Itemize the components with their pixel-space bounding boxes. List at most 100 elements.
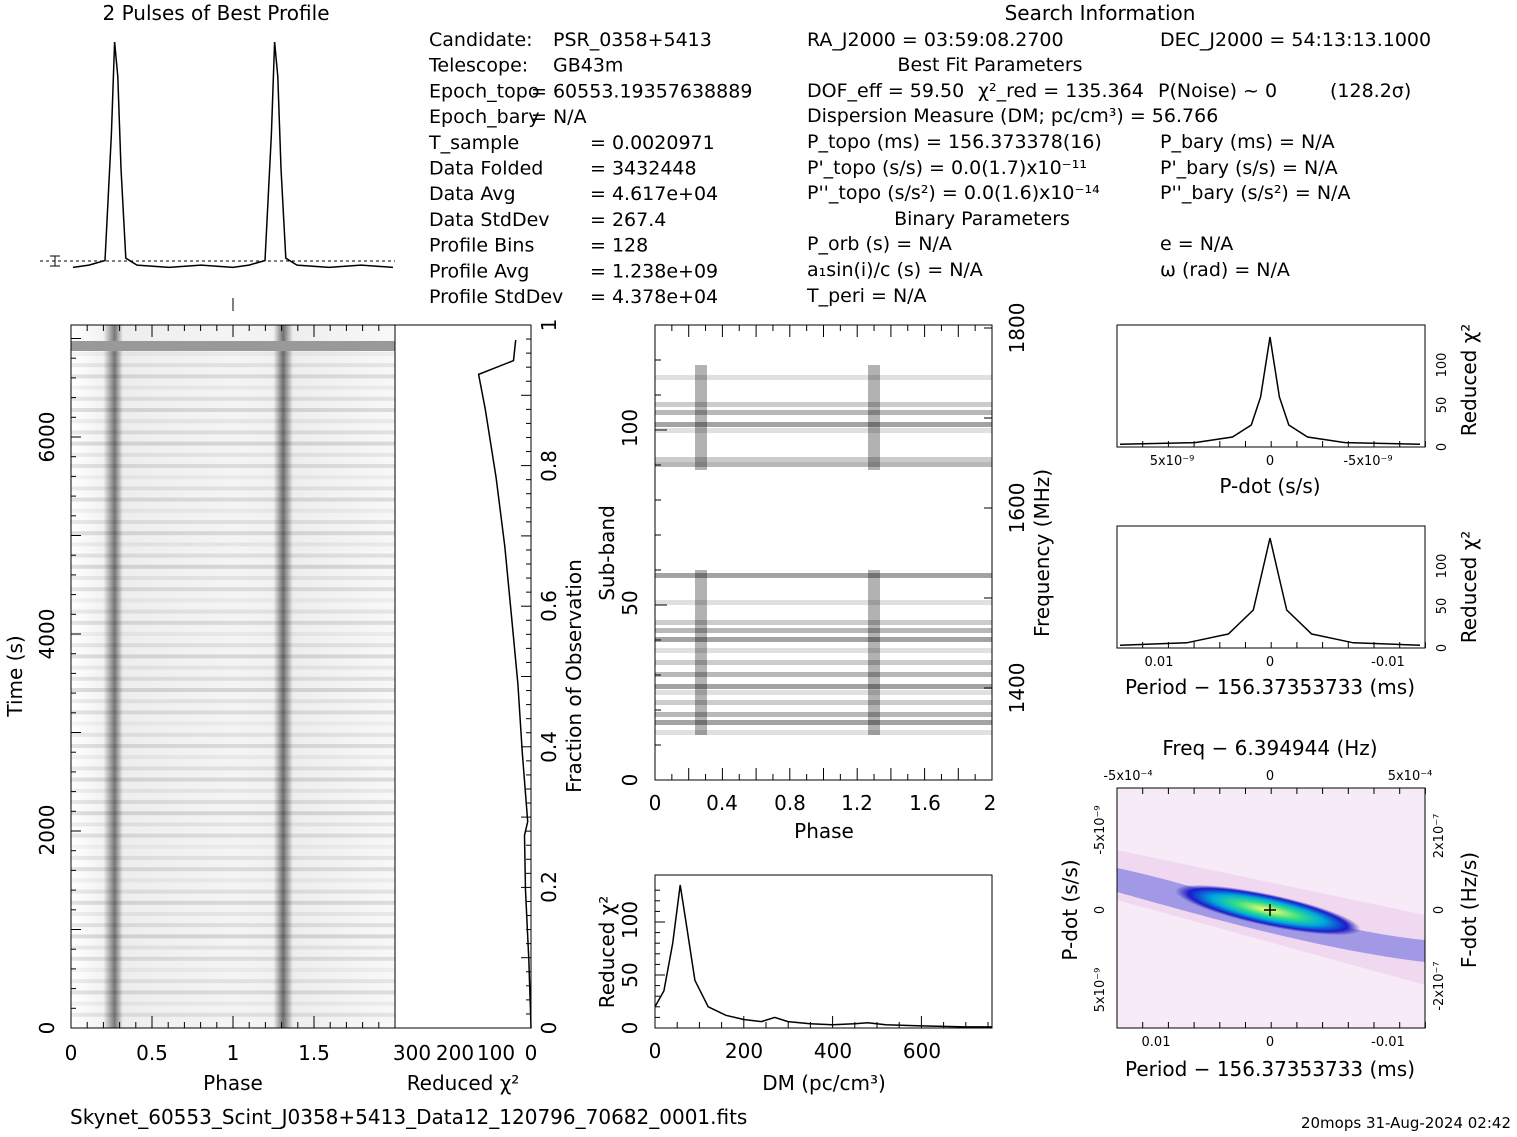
subband-row — [655, 628, 992, 633]
subband-bg — [655, 325, 992, 780]
subband-pulse — [868, 365, 880, 470]
pd-ylabel: Reduced χ² — [1457, 324, 1481, 437]
sb-y2label: Frequency (MHz) — [1030, 469, 1054, 637]
tp-row — [71, 632, 395, 636]
tp-row — [71, 408, 395, 412]
tp-row — [71, 956, 395, 961]
dm-panel: 0 200 400 600 DM (pc/cm³) 0 50 100 Reduc… — [595, 874, 993, 1095]
info-mid: RA_J2000 = 03:59:08.2700 DEC_J2000 = 54:… — [806, 29, 1431, 307]
tp-row — [71, 945, 395, 950]
tp-row — [71, 979, 395, 984]
rc-xlabel: Reduced χ² — [407, 1071, 520, 1095]
info-key-3: Epoch_bary — [429, 106, 539, 128]
info-key-1: Telescope: — [428, 55, 528, 77]
filename: Skynet_60553_Scint_J0358+5413_Data12_120… — [70, 1105, 747, 1129]
chi2-text: χ²_red = 135.364 — [978, 80, 1144, 102]
dm-text: Dispersion Measure (DM; pc/cm³) = 56.766 — [807, 105, 1218, 127]
tp-row — [71, 856, 395, 860]
tp-row — [71, 441, 395, 446]
pr-ytick-1: 50 — [1435, 598, 1450, 615]
tp-row — [71, 609, 395, 614]
rc-xtick-2: 100 — [477, 1041, 515, 1065]
pdot-curve — [1119, 336, 1421, 445]
tp-row — [71, 732, 395, 737]
tp-row — [71, 878, 395, 883]
subband-pulse — [695, 570, 707, 735]
redchi-time-frame — [394, 324, 532, 1029]
tp-row — [71, 542, 395, 547]
pdtopo-text: P'_topo (s/s) = 0.0(1.7)x10⁻¹¹ — [807, 157, 1087, 179]
subband-row — [655, 410, 992, 415]
pbary-text: P_bary (ms) = N/A — [1160, 131, 1335, 153]
e-text: e = N/A — [1160, 233, 1233, 255]
pd-xtick-2: -5x10⁻⁹ — [1343, 454, 1392, 469]
tp-row — [71, 900, 395, 905]
tperi-text: T_peri = N/A — [806, 285, 927, 307]
subband-row — [655, 428, 992, 433]
sb-ytick-0: 0 — [618, 774, 642, 787]
dm-frame — [654, 874, 993, 1029]
tp-ytick-3: 6000 — [35, 412, 59, 463]
tp-row — [71, 508, 395, 513]
tp-row — [71, 665, 395, 670]
redchi-time-curve — [477, 339, 532, 1029]
subband-row — [655, 690, 992, 695]
tp-row — [71, 822, 395, 827]
tp-ylabel: Time (s) — [3, 635, 27, 717]
ppdot-ticks — [1116, 788, 1426, 1028]
info-key-4: T_sample — [428, 132, 519, 154]
sb-y2tick-0: 1400 — [1005, 663, 1029, 714]
rc-xtick-1: 200 — [436, 1041, 474, 1065]
sb-xtick-0: 0 — [649, 791, 662, 815]
pp-x2tick-0: -5x10⁻⁴ — [1103, 769, 1152, 784]
ra-text: RA_J2000 = 03:59:08.2700 — [807, 29, 1064, 51]
tp-row — [71, 553, 395, 558]
info-key-0: Candidate: — [429, 29, 533, 51]
info-val-9: = 1.238e+09 — [590, 260, 718, 282]
profile-errbar — [50, 255, 60, 267]
subband-row — [655, 637, 992, 642]
pr-xtick-0: 0.01 — [1145, 655, 1174, 670]
dof-text: DOF_eff = 59.50 — [807, 80, 964, 102]
porb-text: P_orb (s) = N/A — [807, 233, 952, 255]
pr-xtick-1: 0 — [1266, 655, 1274, 670]
tp-row — [71, 676, 395, 681]
time-phase-rows — [71, 352, 395, 1017]
tp-row — [71, 486, 395, 491]
tp-xtick-1: 0.5 — [136, 1041, 168, 1065]
tp-row — [71, 699, 395, 704]
subband-row — [655, 730, 992, 735]
sb-xlabel: Phase — [794, 819, 854, 843]
info-val-8: = 128 — [590, 235, 648, 257]
tp-row — [71, 990, 395, 995]
ppdot-title: Freq − 6.394944 (Hz) — [1162, 736, 1377, 760]
tp-row — [71, 475, 395, 480]
subband-pulse — [695, 365, 707, 470]
sb-xtick-1: 0.4 — [706, 791, 738, 815]
subband-row — [655, 402, 992, 407]
subband-row — [655, 700, 992, 705]
pr-ylabel: Reduced χ² — [1457, 531, 1481, 644]
tp-row — [71, 643, 395, 648]
pd-ytick-1: 50 — [1435, 397, 1450, 414]
subband-row — [655, 375, 992, 380]
dm-xlabel: DM (pc/cm³) — [762, 1071, 886, 1095]
pp-xtick-1: 0 — [1266, 1035, 1274, 1050]
pp-y2tick-0: -2x10⁻⁷ — [1432, 961, 1447, 1010]
pp-xtick-0: 0.01 — [1142, 1035, 1171, 1050]
tp-row — [71, 889, 395, 894]
info-key-6: Data Avg — [429, 183, 516, 205]
best-fit-title: Best Fit Parameters — [897, 54, 1082, 76]
pp-xtick-2: -0.01 — [1371, 1035, 1405, 1050]
dm-ytick-2: 100 — [618, 901, 642, 939]
tp-row — [71, 788, 395, 793]
rc-xtick-0: 300 — [393, 1041, 431, 1065]
tp-row — [71, 520, 395, 524]
info-val-6: = 4.617e+04 — [590, 183, 718, 205]
subband-pulse — [868, 570, 880, 735]
period-curve — [1119, 537, 1421, 646]
sb-y2tick-2: 1800 — [1005, 303, 1029, 354]
tp-row — [71, 721, 395, 726]
pp-ytick-0: 5x10⁻⁹ — [1093, 968, 1108, 1013]
